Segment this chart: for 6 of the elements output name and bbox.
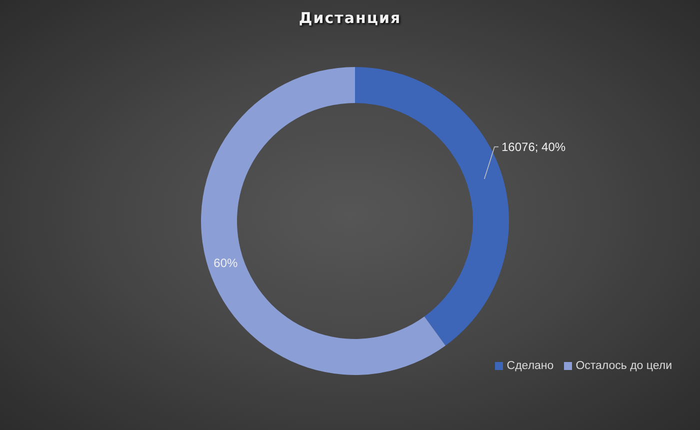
data-label: 60%	[214, 256, 238, 270]
donut-slice	[201, 67, 446, 375]
legend-label: Сделано	[506, 360, 554, 372]
chart-title: Дистанция	[298, 9, 402, 27]
legend-label: Осталось до цели	[576, 360, 672, 372]
data-label: 16076; 40%	[502, 140, 566, 154]
